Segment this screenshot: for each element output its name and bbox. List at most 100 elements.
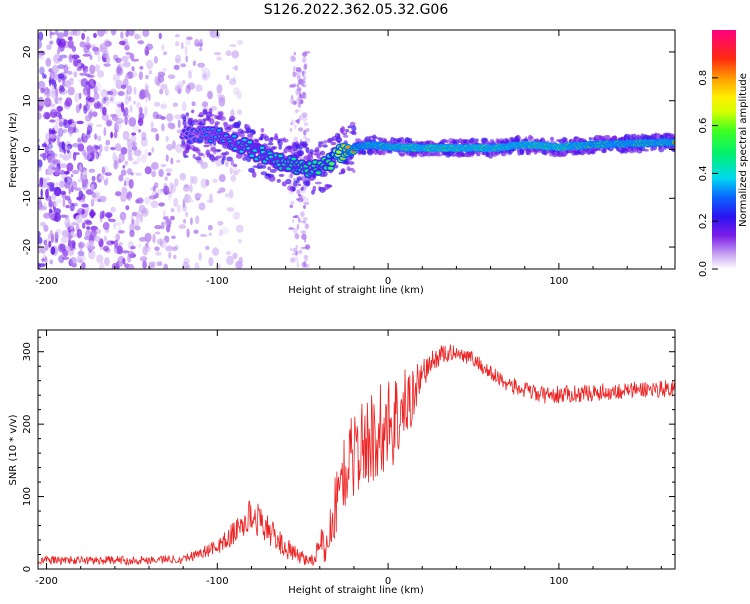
spectrogram-noise-blob — [238, 169, 241, 173]
spectrogram-noise-blob — [232, 252, 238, 260]
spectrogram-noise-blob — [294, 124, 297, 130]
spectrogram-halo-blob — [475, 138, 479, 143]
spectrogram-noise-blob — [175, 41, 180, 47]
spectrogram-noise-blob — [69, 78, 74, 86]
spectrogram-noise-blob — [120, 147, 128, 155]
spectrogram-noise-blob — [125, 89, 129, 100]
spectrogram-noise-blob — [182, 203, 187, 212]
spectrogram-halo-blob — [208, 108, 213, 115]
spectrogram-halo-blob — [322, 171, 328, 177]
spectrogram-noise-blob — [294, 100, 297, 105]
spectrogram-noise-blob — [66, 66, 71, 70]
spectrogram-noise-blob — [124, 160, 129, 165]
spectrogram-noise-blob — [104, 30, 108, 35]
spectrogram-halo-blob — [326, 184, 333, 188]
spectrogram-ridge-cell — [316, 171, 321, 174]
spectrogram-noise-blob — [292, 65, 296, 72]
spectrogram-halo-blob — [209, 113, 215, 117]
colorbar-ticks: 0.0 0.2 0.4 0.6 0.8 — [698, 70, 718, 277]
spectrogram-noise-blob — [141, 209, 147, 214]
spectrogram-noise-blob — [290, 56, 297, 62]
spectrogram-noise-blob — [81, 65, 89, 70]
spectrogram-ridge-cell — [208, 139, 214, 143]
spectrogram-noise-blob — [298, 127, 304, 132]
spectrogram-noise-blob — [109, 97, 114, 102]
spectrogram-noise-blob — [115, 117, 124, 124]
spectrogram-noise-blob — [209, 193, 213, 203]
spectrogram-noise-blob — [54, 231, 59, 242]
spectrogram-noise-blob — [39, 66, 45, 75]
spectrogram-noise-blob — [163, 51, 168, 56]
spectrogram-halo-blob — [314, 181, 322, 185]
spectrogram-noise-blob — [176, 159, 181, 163]
spectrogram-noise-blob — [303, 64, 308, 70]
spectrogram-noise-blob — [46, 44, 52, 51]
spectrogram-noise-blob — [148, 93, 151, 101]
spectrogram-halo-blob — [296, 176, 303, 181]
spectrogram-noise-blob — [168, 251, 172, 259]
spectrogram-noise-blob — [168, 189, 173, 197]
spectrogram-noise-blob — [49, 40, 54, 45]
spectrogram-noise-blob — [40, 247, 46, 254]
spectrogram-noise-blob — [68, 77, 74, 81]
spectrogram-noise-blob — [161, 44, 165, 51]
spectrogram-noise-blob — [50, 246, 56, 255]
spectrogram-noise-blob — [98, 143, 103, 153]
spectrogram-noise-blob — [115, 79, 123, 90]
spectrogram-noise-blob — [81, 193, 86, 201]
colorbar: 0.0 0.2 0.4 0.6 0.8 Normalized spectral ampl… — [698, 30, 749, 277]
spectrogram-noise-blob — [184, 46, 188, 55]
y-tick-label: 20 — [22, 46, 33, 59]
spectrogram-halo-blob — [267, 142, 274, 146]
spectrogram-noise-blob — [303, 263, 310, 268]
spectrogram-noise-blob — [38, 53, 42, 59]
spectrogram-noise-blob — [146, 59, 154, 70]
spectrogram-noise-blob — [118, 230, 125, 234]
spectrogram-noise-blob — [135, 199, 140, 204]
spectrogram-halo-blob — [363, 150, 367, 155]
spectrogram-halo-blob — [373, 136, 378, 139]
spectrogram-ridge-cell — [247, 140, 253, 144]
spectrogram-halo-blob — [230, 159, 234, 166]
spectrogram-halo-blob — [252, 130, 256, 135]
spectrogram-noise-blob — [47, 233, 51, 240]
spectrogram-noise-blob — [295, 89, 299, 96]
spectrogram-noise-blob — [216, 190, 221, 194]
spectrogram-halo-blob — [270, 136, 274, 141]
spectrogram-noise-blob — [57, 57, 63, 62]
spectrogram-noise-blob — [118, 241, 123, 246]
spectrogram-noise-blob — [229, 44, 237, 48]
spectrogram-noise-blob — [173, 197, 179, 208]
spectrogram-ridge-cell — [278, 154, 283, 158]
spectrogram-noise-blob — [38, 205, 44, 212]
spectrogram-halo-blob — [305, 146, 310, 154]
spectrogram-noise-blob — [202, 73, 207, 79]
spectrogram-noise-blob — [141, 131, 147, 141]
spectrogram-noise-blob — [198, 63, 204, 68]
spectrogram-noise-blob — [164, 176, 168, 181]
spectrogram-halo-blob — [182, 150, 187, 157]
spectrogram-halo-blob — [242, 156, 247, 161]
spectrogram-noise-blob — [194, 192, 203, 199]
colorbar-label: Normalized spectral amplitude — [738, 73, 749, 227]
spectrogram-halo-blob — [297, 183, 302, 187]
spectrogram-noise-blob — [174, 178, 179, 187]
spectrogram-noise-blob — [41, 88, 45, 92]
snr-frame — [37, 329, 676, 570]
spectrogram-noise-blob — [70, 231, 75, 236]
spectrogram-noise-blob — [97, 101, 101, 110]
spectrogram-noise-blob — [189, 184, 193, 193]
spectrogram-noise-blob — [73, 58, 79, 67]
spectrogram-halo-blob — [282, 138, 289, 143]
spectrogram-noise-blob — [43, 224, 49, 232]
spectrogram-noise-blob — [90, 198, 95, 207]
spectrogram-noise-blob — [293, 256, 299, 263]
spectrogram-noise-blob — [291, 252, 298, 256]
spectrogram-noise-blob — [176, 81, 184, 88]
spectrogram-halo-blob — [278, 145, 283, 150]
spectrogram-noise-blob — [199, 47, 203, 51]
spectrogram-noise-blob — [160, 83, 168, 90]
spectrogram-noise-blob — [99, 211, 104, 220]
spectrogram-noise-blob — [47, 155, 56, 163]
spectrogram-ridge-cell — [197, 139, 202, 142]
